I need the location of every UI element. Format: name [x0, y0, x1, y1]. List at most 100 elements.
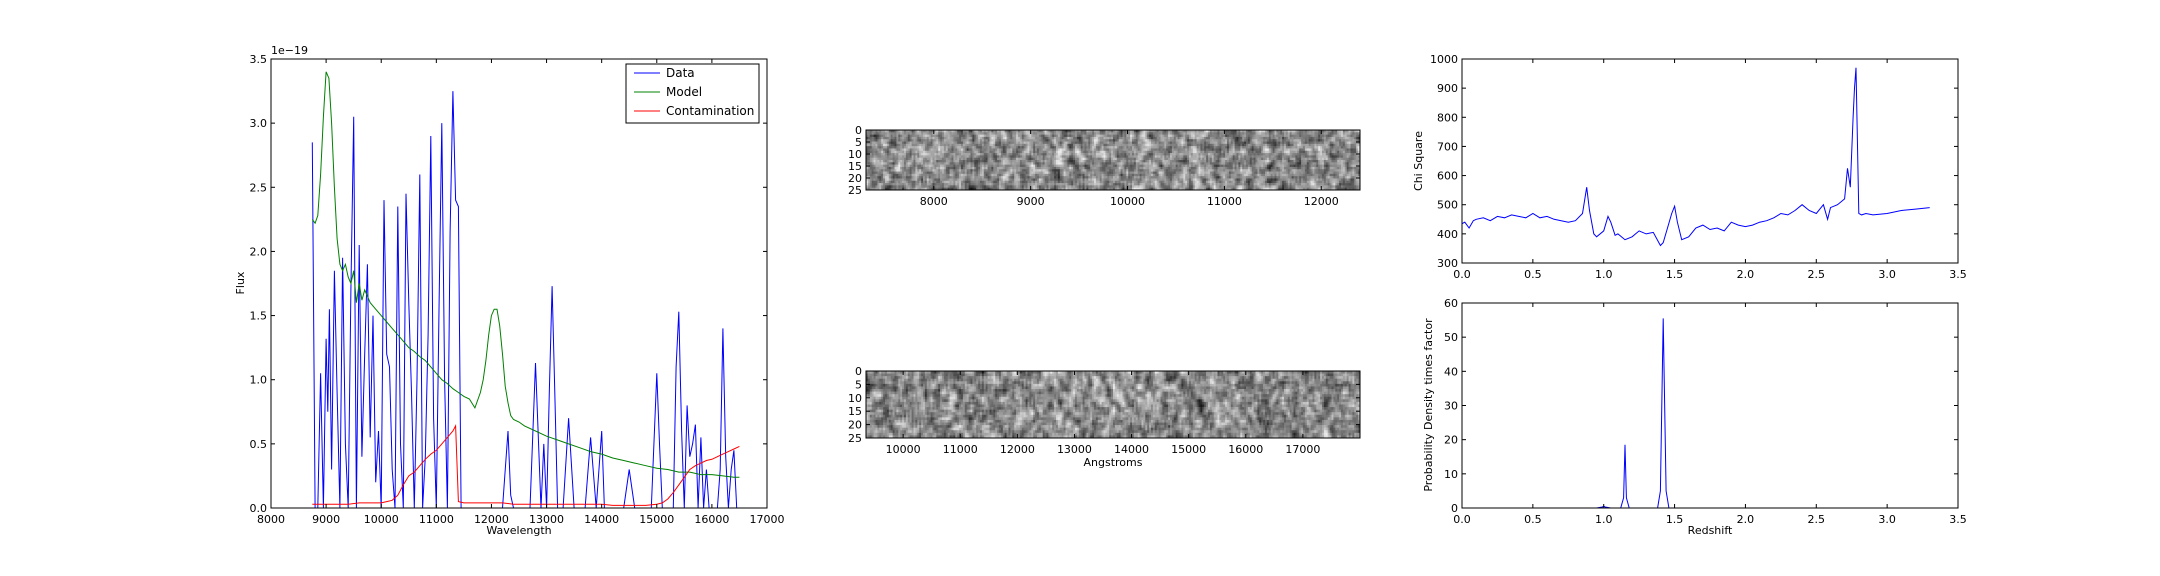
image-pixel: [1018, 169, 1021, 172]
image-pixel: [909, 164, 912, 168]
image-pixel: [991, 162, 994, 165]
image-pixel: [997, 132, 1000, 135]
image-pixel: [932, 164, 935, 168]
image-pixel: [913, 162, 916, 165]
image-pixel: [1238, 143, 1241, 147]
image-pixel: [1284, 171, 1287, 175]
image-pixel: [1280, 162, 1283, 165]
image-pixel: [936, 143, 939, 147]
image-pixel: [1266, 148, 1270, 152]
image-pixel: [1270, 130, 1273, 133]
image-pixel: [1133, 139, 1137, 142]
image-pixel: [1158, 155, 1161, 158]
image-pixel: [1246, 155, 1249, 158]
image-pixel: [1137, 164, 1140, 168]
image-pixel: [1095, 136, 1099, 140]
image-pixel: [1177, 143, 1180, 147]
image-pixel: [1215, 164, 1218, 168]
image-pixel: [1027, 153, 1030, 156]
image-pixel: [1270, 155, 1273, 158]
image-pixel: [1086, 130, 1089, 133]
image-pixel: [1086, 148, 1089, 152]
image-pixel: [934, 153, 937, 156]
image-pixel: [1344, 139, 1347, 142]
image-pixel: [1196, 160, 1199, 163]
image-pixel: [1044, 141, 1047, 145]
image-pixel: [1339, 143, 1342, 147]
image-pixel: [1002, 134, 1005, 138]
image-pixel: [1295, 164, 1298, 168]
image-pixel: [1027, 150, 1030, 154]
image-pixel: [1175, 132, 1178, 135]
image-pixel: [1291, 171, 1294, 175]
image-pixel: [1232, 162, 1235, 165]
image-pixel: [1232, 130, 1235, 133]
image-pixel: [1270, 148, 1273, 152]
image-pixel: [1010, 132, 1013, 135]
image-pixel: [1287, 169, 1290, 172]
image-pixel: [871, 130, 874, 133]
image-pixel: [904, 157, 907, 161]
image-pixel: [1135, 134, 1138, 138]
image-pixel: [926, 164, 929, 168]
image-pixel: [898, 153, 901, 156]
image-pixel: [1135, 155, 1138, 158]
image-pixel: [1124, 146, 1127, 149]
image-pixel: [1019, 155, 1023, 158]
image-pixel: [1310, 146, 1313, 149]
image-pixel: [1149, 143, 1152, 147]
image-pixel: [1339, 157, 1342, 161]
image-pixel: [1057, 153, 1061, 156]
image-pixel: [970, 171, 973, 175]
image-pixel: [1246, 130, 1249, 133]
image-pixel: [890, 134, 893, 138]
image-pixel: [1078, 132, 1081, 135]
image-pixel: [1314, 148, 1317, 152]
image-pixel: [877, 139, 880, 142]
image-pixel: [932, 143, 935, 147]
image-pixel: [1251, 139, 1254, 142]
image-pixel: [1084, 157, 1087, 161]
image-pixel: [1075, 141, 1078, 145]
image-pixel: [1065, 166, 1068, 170]
image-pixel: [1257, 132, 1260, 135]
image-pixel: [1143, 169, 1146, 172]
image-pixel: [1132, 132, 1135, 135]
image-pixel: [1287, 148, 1290, 152]
image-pixel: [1143, 130, 1146, 133]
image-pixel: [875, 136, 878, 140]
image-pixel: [1071, 136, 1074, 140]
x-tick-label: 17000: [750, 513, 785, 526]
image-pixel: [894, 171, 897, 175]
image-pixel: [932, 139, 935, 142]
image-pixel: [1335, 132, 1338, 135]
image-pixel: [1228, 139, 1232, 142]
image-pixel: [951, 143, 954, 147]
image-pixel: [1000, 166, 1004, 170]
image-pixel: [1126, 164, 1129, 168]
image-pixel: [1057, 130, 1061, 133]
image-pixel: [1230, 155, 1233, 158]
image-pixel: [1341, 164, 1344, 168]
image-pixel: [1213, 141, 1216, 145]
image-pixel: [978, 162, 981, 165]
image-pixel: [1282, 155, 1285, 158]
image-pixel: [1301, 139, 1304, 142]
image-pixel: [1076, 143, 1080, 147]
image-pixel: [1291, 130, 1294, 133]
image-pixel: [1198, 139, 1201, 142]
image-pixel: [1113, 160, 1116, 163]
image-pixel: [1244, 136, 1247, 140]
image-pixel: [949, 130, 952, 133]
image-pixel: [936, 150, 939, 154]
image-pixel: [1168, 136, 1171, 140]
image-pixel: [1289, 171, 1292, 175]
image-pixel: [962, 155, 966, 158]
image-pixel: [1170, 153, 1173, 156]
image-pixel: [953, 139, 956, 142]
image-pixel: [909, 153, 912, 156]
image-pixel: [1329, 153, 1332, 156]
image-pixel: [1268, 148, 1271, 152]
image-pixel: [1308, 150, 1311, 154]
image-pixel: [1124, 150, 1127, 154]
